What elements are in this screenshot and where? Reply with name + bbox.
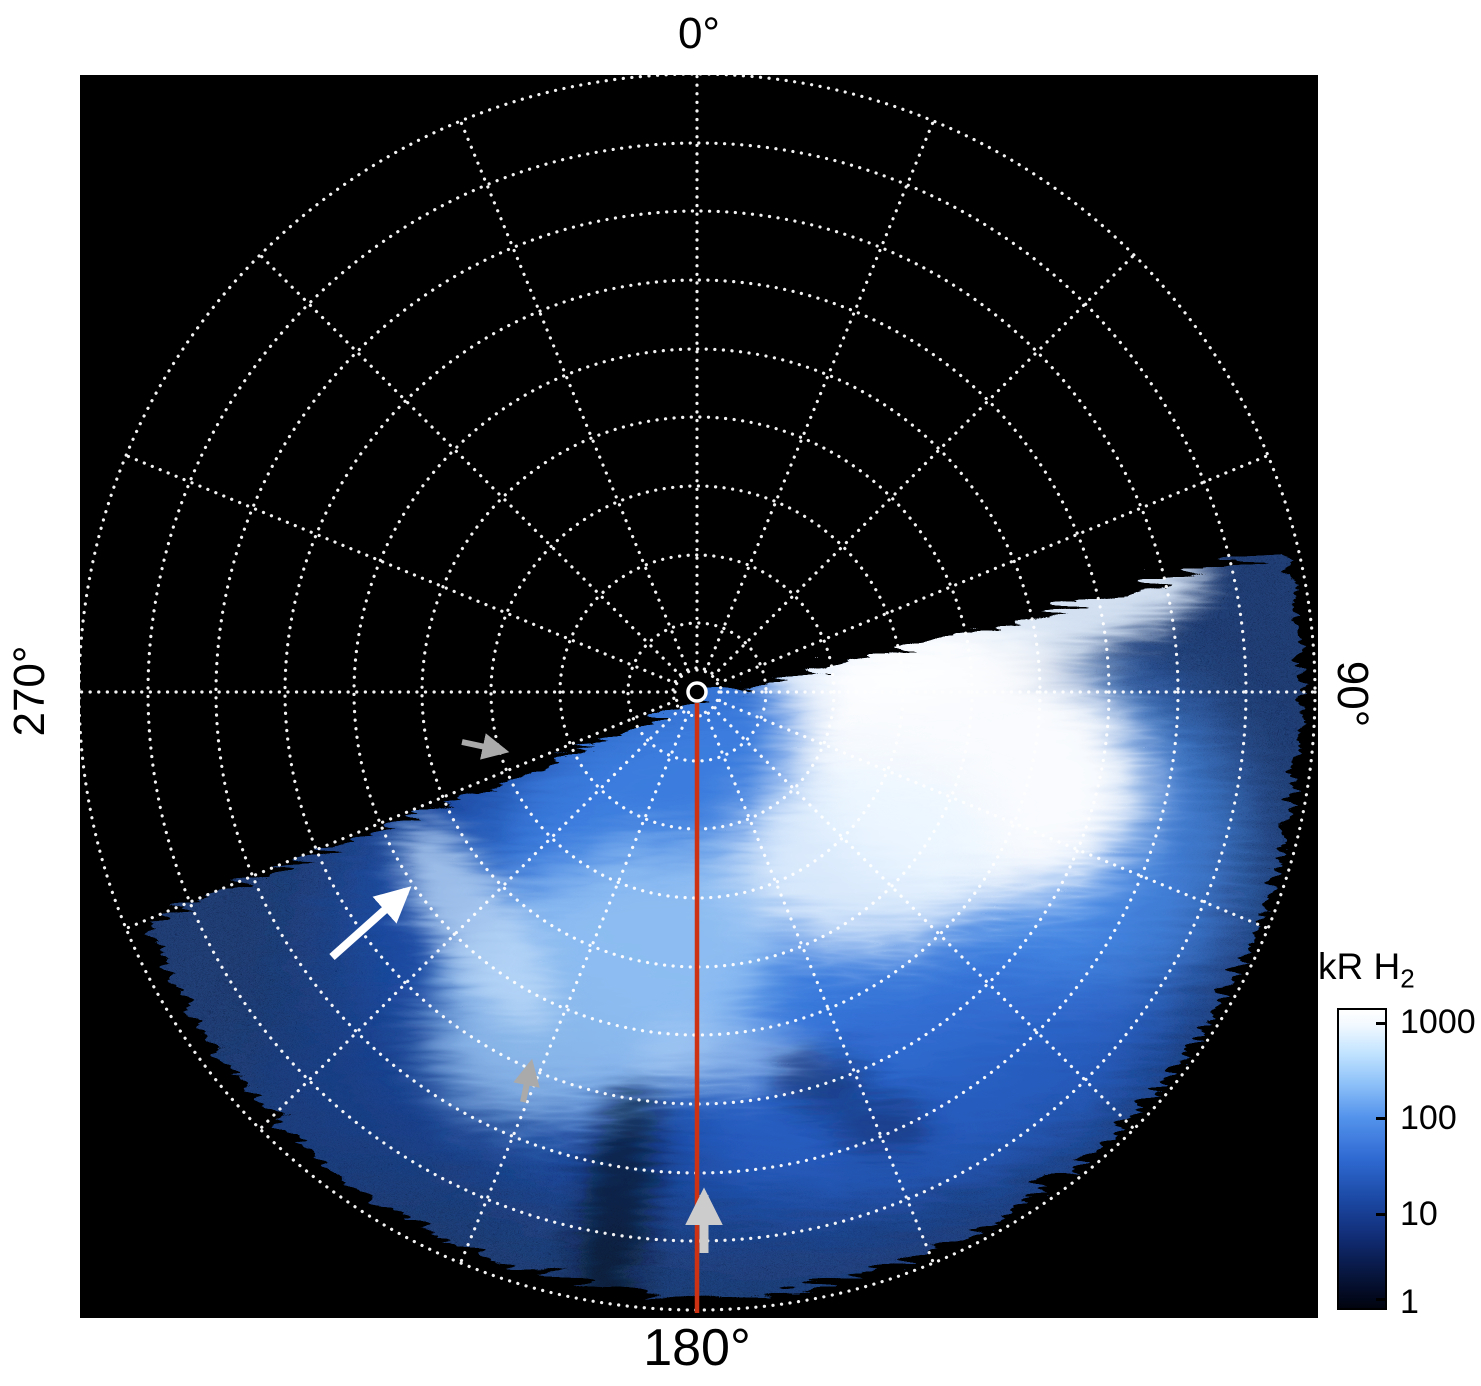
aurora-emission [141,547,1297,1290]
arrow-white-icon [329,886,412,960]
arrow-gray-right-icon [461,733,510,760]
colorbar-tick-1: 1 [1400,1283,1419,1321]
colorbar-title-sub: 2 [1400,963,1415,994]
colorbar-tickmark [1376,1022,1385,1025]
grid-ring [626,621,768,763]
colorbar-tick-1000: 1000 [1400,1003,1476,1041]
grid-ring [489,484,905,900]
grid-ring [283,278,1111,1106]
grid-ring [671,666,723,718]
colorbar-tick-10: 10 [1400,1195,1438,1233]
arrow-gray-up-icon [513,1058,540,1103]
grid-spoke [703,119,936,674]
grid-ring [352,347,1042,1037]
grid-spoke [458,119,691,674]
angle-label-270: 270° [5,645,54,737]
grid-ring [146,141,1248,1243]
colorbar-tickmark [1376,1117,1385,1120]
colorbar-tick-100: 100 [1400,1099,1457,1137]
colorbar-title-main: kR H [1318,946,1401,987]
angle-label-0: 0° [677,9,721,58]
pole-marker [686,681,708,703]
colorbar-title: kR H2 [1318,948,1415,991]
grid-spoke [124,453,679,686]
colorbar-tickmark [1376,1213,1385,1216]
annotation-arrows [329,733,723,1253]
grid-ring [420,415,974,969]
grid-spoke [258,253,684,679]
colorbar [1337,1008,1387,1310]
angle-label-180: 180° [643,1319,751,1377]
polar-image [80,75,1317,1313]
colorbar-tickmark [1376,1298,1385,1301]
plot-area [80,75,1318,1318]
angle-label-90: 90° [1328,660,1377,728]
